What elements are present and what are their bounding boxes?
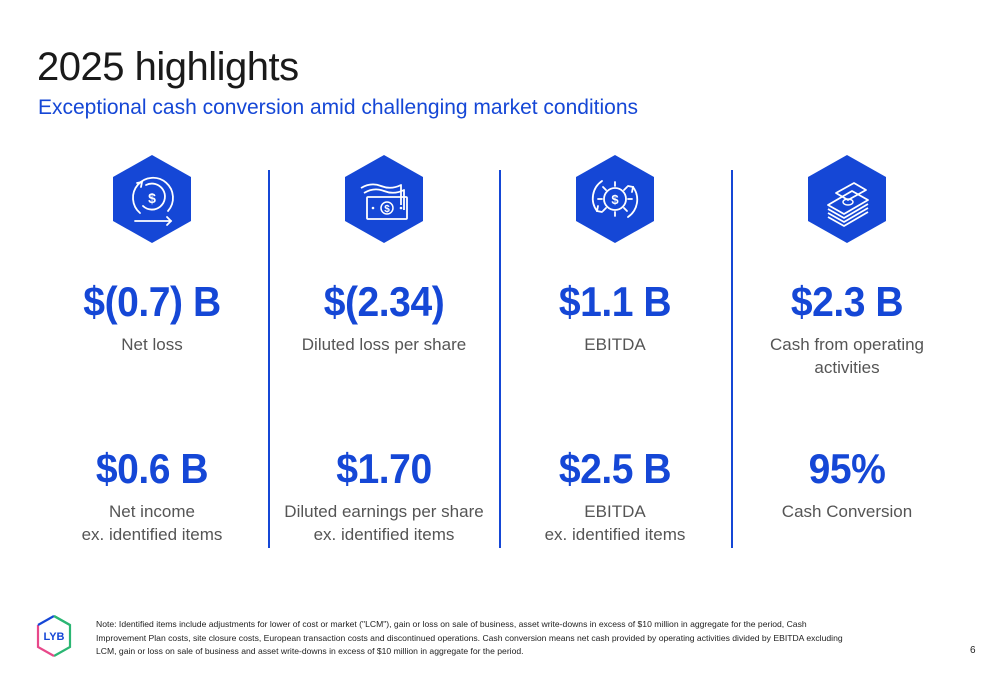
cash-conversion-label-line1: Cash Conversion xyxy=(781,502,913,521)
highlight-column-ebitda: $ $1.1 B EBITDA $2.5 B EBITDA ex. identi… xyxy=(500,155,730,544)
column-divider-3 xyxy=(731,170,733,548)
highlight-column-net-income: $ $(0.7) B Net loss $0.6 B Net income ex… xyxy=(37,155,267,544)
net-income-adjusted-value: $0.6 B xyxy=(95,445,209,492)
cash-from-operations-label: Cash from operating activities xyxy=(732,333,962,379)
page-subtitle: Exceptional cash conversion amid challen… xyxy=(38,96,638,119)
cash-conversion-value: 95% xyxy=(808,445,886,492)
svg-text:$: $ xyxy=(148,190,156,206)
net-income-adjusted-label: Net income ex. identified items xyxy=(37,500,267,546)
diluted-eps-adjusted-label-line1: Diluted earnings per share xyxy=(284,502,484,521)
footnote: Note: Identified items include adjustmen… xyxy=(96,619,843,656)
cash-conversion-label: Cash Conversion xyxy=(732,500,962,523)
page-title: 2025 highlights xyxy=(37,45,299,89)
ebitda-adjusted-label-line1: EBITDA xyxy=(584,502,646,521)
ebitda-value: $1.1 B xyxy=(558,278,672,325)
cash-from-operations-label-line1: Cash from operating xyxy=(769,335,925,354)
cash-from-operations-label-line2: activities xyxy=(814,358,880,377)
page-number: 6 xyxy=(970,645,976,656)
ebitda-adjusted-value: $2.5 B xyxy=(558,445,672,492)
diluted-loss-per-share-value: $(2.34) xyxy=(323,278,445,325)
diluted-eps-adjusted-label: Diluted earnings per share ex. identifie… xyxy=(269,500,499,546)
cycle-dollar-icon: $ xyxy=(113,155,191,243)
net-income-adjusted-label-line1: Net income xyxy=(109,502,195,521)
gear-dollar-icon: $ xyxy=(576,155,654,243)
ebitda-label: EBITDA xyxy=(584,335,646,354)
net-loss-label: Net loss xyxy=(121,335,183,354)
net-loss-value: $(0.7) B xyxy=(83,278,221,325)
column-divider-2 xyxy=(499,170,501,548)
net-income-adjusted-label-line2: ex. identified items xyxy=(81,525,223,544)
diluted-eps-adjusted-label-line2: ex. identified items xyxy=(313,525,455,544)
highlight-column-eps: $ $(2.34) Diluted loss per share $1.70 D… xyxy=(269,155,499,544)
lyb-logo: LYB xyxy=(36,615,72,657)
ebitda-adjusted-label-line2: ex. identified items xyxy=(544,525,686,544)
svg-text:$: $ xyxy=(384,204,390,215)
diluted-loss-per-share-label: Diluted loss per share xyxy=(301,335,467,354)
banknotes-icon: $ xyxy=(345,155,423,243)
ebitda-adjusted-label: EBITDA ex. identified items xyxy=(500,500,730,546)
logo-text: LYB xyxy=(44,631,65,643)
svg-text:$: $ xyxy=(611,192,619,207)
diluted-eps-adjusted-value: $1.70 xyxy=(336,445,432,492)
highlight-column-cash: $2.3 B Cash from operating activities 95… xyxy=(732,155,962,521)
column-divider-1 xyxy=(268,170,270,548)
cash-stack-icon xyxy=(808,155,886,243)
cash-from-operations-value: $2.3 B xyxy=(790,278,904,325)
